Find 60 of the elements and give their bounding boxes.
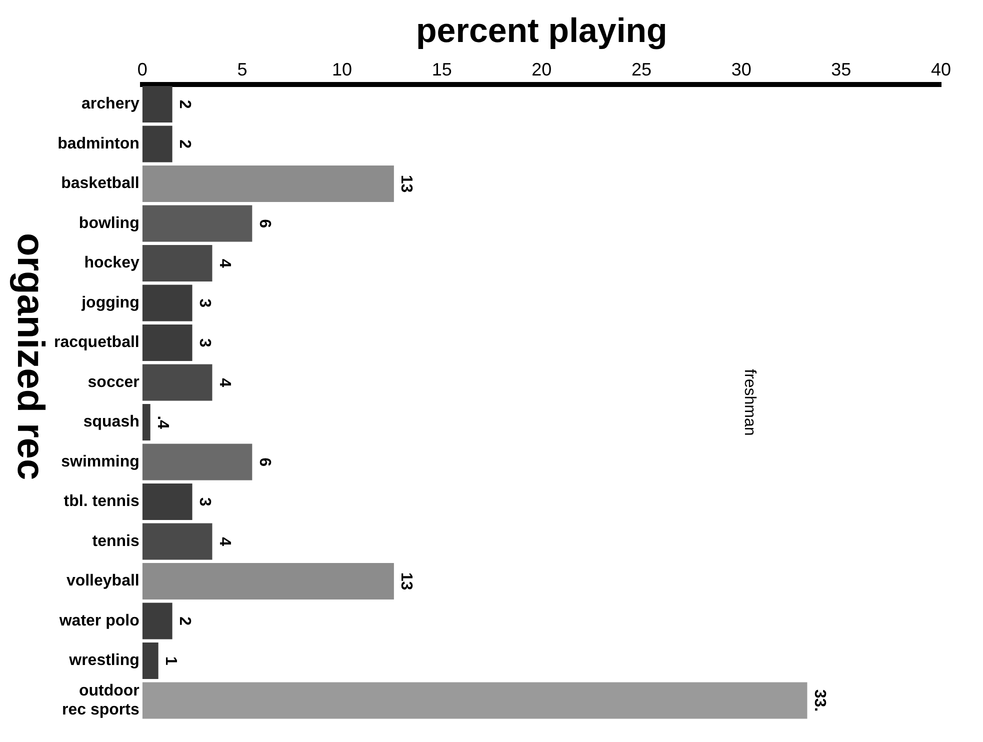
bar bbox=[142, 523, 212, 560]
bar bbox=[142, 165, 394, 202]
y-tick-label: jogging bbox=[80, 294, 140, 312]
bar bbox=[142, 284, 192, 322]
x-tick-label: 30 bbox=[731, 60, 752, 80]
data-label: 4 bbox=[216, 258, 233, 268]
data-label: 6 bbox=[256, 458, 273, 467]
bar bbox=[142, 205, 252, 242]
y-tick-label: outdoor rec sports bbox=[62, 682, 140, 719]
x-tick-label: 10 bbox=[332, 60, 352, 80]
bar bbox=[142, 86, 172, 123]
data-label: 2 bbox=[176, 616, 193, 626]
bar bbox=[142, 364, 212, 401]
y-tick-label: archery bbox=[82, 96, 140, 113]
data-label: 3 bbox=[196, 298, 213, 308]
bar bbox=[142, 602, 172, 640]
data-label: 3 bbox=[196, 338, 213, 348]
bar bbox=[142, 244, 212, 282]
data-label: 4 bbox=[216, 537, 233, 546]
y-tick-label: bowling bbox=[78, 214, 140, 232]
bar bbox=[142, 562, 394, 600]
data-label: 1 bbox=[162, 656, 179, 666]
annotation: freshman bbox=[740, 369, 758, 436]
bar bbox=[142, 682, 808, 719]
y-tick-label: tennis bbox=[92, 532, 140, 550]
bar bbox=[142, 404, 150, 441]
y-tick-label: racquetball bbox=[54, 334, 140, 352]
y-tick-label: soccer bbox=[88, 374, 140, 391]
x-tick-label: 5 bbox=[237, 60, 248, 80]
bar bbox=[142, 126, 172, 162]
data-label: 4 bbox=[216, 378, 233, 388]
y-tick-label: volleyball bbox=[66, 572, 140, 590]
y-tick-label: water polo bbox=[58, 612, 140, 630]
data-label: 6 bbox=[256, 219, 273, 228]
y-tick-label: wrestling bbox=[68, 652, 140, 670]
x-tick-label: 0 bbox=[137, 60, 148, 80]
data-label: 2 bbox=[176, 140, 193, 149]
data-label: 13 bbox=[398, 174, 415, 193]
x-tick-label: 20 bbox=[532, 60, 552, 80]
data-label: 33. bbox=[810, 689, 828, 712]
x-tick-label: 35 bbox=[831, 60, 852, 80]
data-label: 2 bbox=[176, 100, 193, 109]
bar bbox=[142, 483, 192, 520]
y-tick-label: hockey bbox=[84, 254, 140, 272]
x-axis-title: percent playing bbox=[416, 12, 668, 50]
y-tick-label: swimming bbox=[61, 453, 140, 470]
y-tick-label: tbl. tennis bbox=[64, 493, 140, 510]
bar bbox=[142, 642, 158, 680]
y-tick-label: badminton bbox=[58, 135, 140, 152]
data-label: 3 bbox=[196, 497, 213, 506]
y-axis-title: organized rec bbox=[8, 233, 51, 482]
y-tick-label: squash bbox=[83, 414, 140, 431]
x-tick-label: 15 bbox=[432, 60, 452, 80]
bar bbox=[142, 324, 192, 362]
data-label: 13 bbox=[398, 572, 415, 590]
x-tick-label: 25 bbox=[631, 60, 652, 80]
data-label: .4 bbox=[154, 416, 171, 430]
x-tick-label: 40 bbox=[930, 60, 952, 80]
y-tick-label: basketball bbox=[61, 175, 140, 192]
bar bbox=[142, 444, 252, 480]
